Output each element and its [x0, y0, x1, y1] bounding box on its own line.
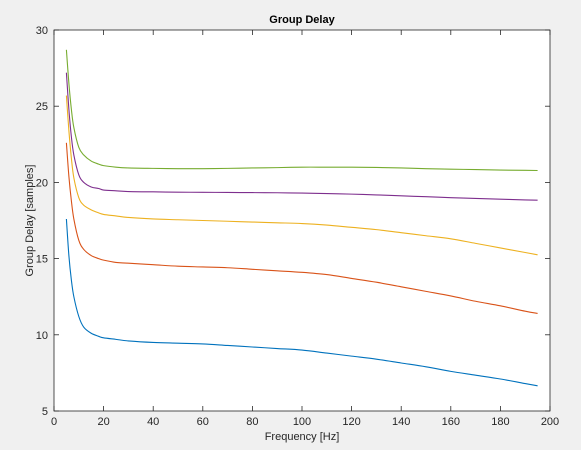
x-tick-label: 100: [293, 416, 311, 428]
x-tick-label: 40: [147, 416, 159, 428]
x-axis-label: Frequency [Hz]: [265, 431, 340, 443]
x-tick-label: 120: [342, 416, 360, 428]
y-tick-label: 30: [36, 25, 48, 37]
plot-lines: [65, 49, 538, 387]
x-axis-ticks: 0 20 40 60 80 100 120 140 160 180 200: [51, 30, 559, 428]
plot-background: [54, 30, 550, 411]
y-tick-label: 5: [42, 406, 48, 418]
axes-box: [53, 29, 551, 412]
y-tick-label: 15: [36, 254, 48, 266]
x-tick-label: 60: [197, 416, 209, 428]
y-axis-label: Group Delay [samples]: [24, 165, 36, 277]
x-tick-label: 140: [392, 416, 410, 428]
x-tick-label: 200: [541, 416, 559, 428]
chart-title: Group Delay: [269, 14, 335, 26]
x-tick-label: 160: [442, 416, 460, 428]
y-tick-label: 20: [36, 177, 48, 189]
x-tick-label: 80: [246, 416, 258, 428]
series-line-2: [65, 142, 538, 315]
series-line-4: [65, 72, 538, 201]
x-tick-label: 20: [97, 416, 109, 428]
x-tick-label: 0: [51, 416, 57, 428]
x-tick-label: 180: [491, 416, 509, 428]
series-line-3: [65, 95, 538, 256]
y-tick-label: 25: [36, 101, 48, 113]
y-tick-label: 10: [36, 330, 48, 342]
series-line-5: [65, 49, 538, 172]
series-line-1: [65, 218, 538, 387]
y-axis-ticks: 5 10 15 20 25 30: [36, 25, 550, 418]
